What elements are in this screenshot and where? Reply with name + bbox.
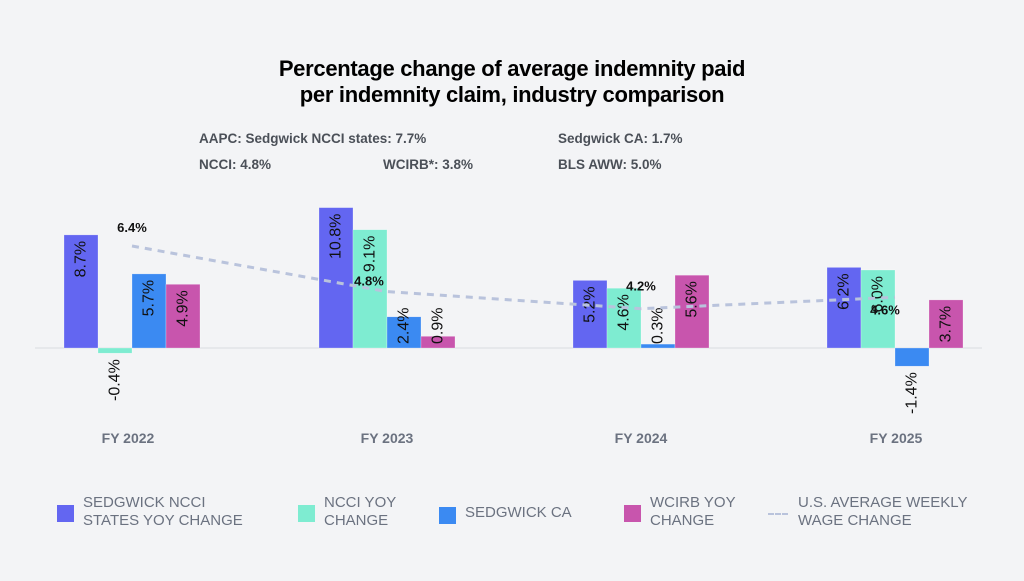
bar-value-label: -1.4% xyxy=(904,372,921,414)
stat-ncci: NCCI: 4.8% xyxy=(199,157,272,172)
bar-value-label: 0.3% xyxy=(650,308,667,344)
x-tick-label: FY 2025 xyxy=(870,430,923,446)
legend-label-line: CHANGE xyxy=(650,512,715,529)
legend-color-swatch xyxy=(624,505,641,522)
legend-color-swatch xyxy=(439,507,456,524)
legend-label: SEDGWICK CA xyxy=(465,504,572,522)
legend-color-swatch xyxy=(57,505,74,522)
wage-value-label: 4.2% xyxy=(626,279,656,294)
bar-value-label: 5.2% xyxy=(582,286,599,322)
legend-label: SEDGWICK NCCI STATES YOY CHANGE xyxy=(83,494,243,530)
bar-3-3 xyxy=(928,299,964,349)
bar-3-2 xyxy=(674,274,710,349)
bar-0-1 xyxy=(318,207,354,349)
wage-value-label: 4.8% xyxy=(354,274,384,289)
stat-aapc-sedgwick-ncci: AAPC: Sedgwick NCCI states: 7.7% xyxy=(199,131,427,146)
bar-value-label: 6.2% xyxy=(836,273,853,309)
bar-3-0 xyxy=(165,284,201,349)
stat-wcirb: WCIRB*: 3.8% xyxy=(383,157,474,172)
bar-0-3 xyxy=(826,267,862,349)
legend-label: WCIRB YOY CHANGE xyxy=(650,494,736,530)
legend-label-line: SEDGWICK NCCI xyxy=(83,494,206,511)
chart-title-line-2: per indemnity claim, industry comparison xyxy=(299,82,725,107)
wage-value-label: 6.4% xyxy=(117,220,147,235)
bar-2-1 xyxy=(386,316,422,349)
bar-value-label: 2.4% xyxy=(396,308,413,344)
x-tick-label: FY 2024 xyxy=(615,430,668,446)
bar-1-1 xyxy=(352,229,388,349)
chart-title: Percentage change of average indemnity p… xyxy=(0,56,1024,108)
x-tick-label: FY 2023 xyxy=(361,430,414,446)
bar-1-2 xyxy=(606,287,642,349)
legend-label-line: NCCI YOY xyxy=(324,494,397,511)
legend-label-line: WAGE CHANGE xyxy=(798,512,912,529)
bar-1-0 xyxy=(97,347,133,354)
legend-label-line: STATES YOY CHANGE xyxy=(83,512,243,529)
bar-0-2 xyxy=(572,280,608,349)
legend-dash-swatch xyxy=(768,513,788,515)
bar-value-label: -0.4% xyxy=(107,359,124,401)
bar-value-label: 9.1% xyxy=(362,236,379,272)
legend-label: U.S. AVERAGE WEEKLY WAGE CHANGE xyxy=(798,494,968,530)
bar-value-label: 5.6% xyxy=(684,281,701,317)
legend-label-line: WCIRB YOY xyxy=(650,494,736,511)
bar-value-label: 3.7% xyxy=(938,306,955,342)
bar-0-0 xyxy=(63,234,99,349)
bar-value-label: 8.7% xyxy=(73,241,90,277)
chart-title-line-1: Percentage change of average indemnity p… xyxy=(278,56,746,81)
legend-color-swatch xyxy=(298,505,315,522)
bar-value-label: 4.9% xyxy=(175,290,192,326)
x-tick-label: FY 2022 xyxy=(102,430,155,446)
stat-sedgwick-ca: Sedgwick CA: 1.7% xyxy=(558,131,683,146)
legend-label-line: SEDGWICK CA xyxy=(465,504,572,521)
legend-label: NCCI YOY CHANGE xyxy=(324,494,396,530)
bar-2-3 xyxy=(894,347,930,367)
stat-bls-aww: BLS AWW: 5.0% xyxy=(558,157,662,172)
legend-label-line: CHANGE xyxy=(324,512,389,529)
bar-value-label: 10.8% xyxy=(328,214,345,259)
wage-change-line xyxy=(131,244,896,311)
bar-value-label: 5.7% xyxy=(141,280,158,316)
bar-2-0 xyxy=(131,273,167,349)
legend-label-line: U.S. AVERAGE WEEKLY xyxy=(798,494,968,511)
bar-value-label: 0.9% xyxy=(430,308,447,344)
bar-value-label: 6.0% xyxy=(870,276,887,312)
bar-3-1 xyxy=(420,336,456,349)
bar-value-label: 4.6% xyxy=(616,294,633,330)
bar-1-3 xyxy=(860,269,896,349)
wage-value-label: 4.6% xyxy=(870,302,900,317)
